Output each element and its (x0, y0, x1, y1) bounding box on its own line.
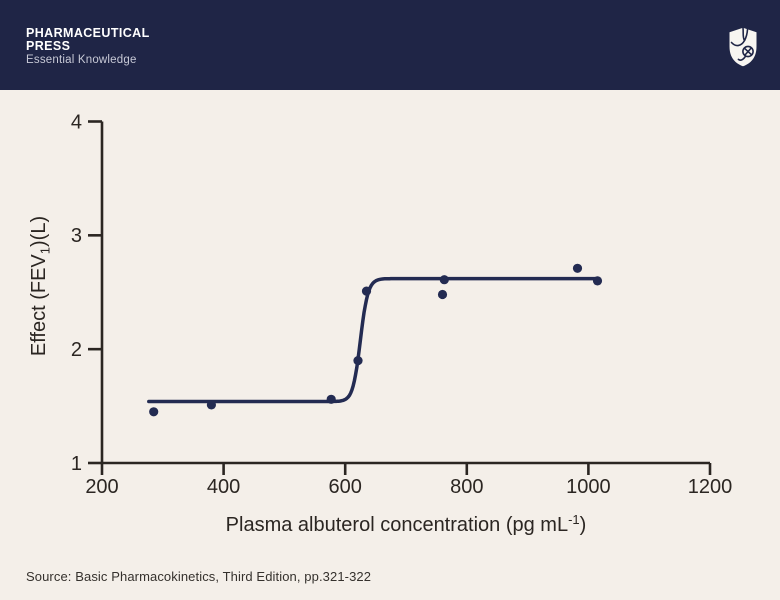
brand-name-line1: PHARMACEUTICAL (26, 26, 150, 40)
y-axis-label: Effect (FEV1)(L) (28, 216, 53, 356)
emax-fit-curve (147, 276, 600, 404)
x-tick-label: 200 (85, 476, 118, 498)
brand-tagline: Essential Knowledge (26, 54, 137, 66)
data-point (353, 356, 363, 366)
y-tick-label: 1 (71, 453, 82, 475)
header-bar: PHARMACEUTICAL PRESS Essential Knowledge (0, 0, 780, 90)
x-axis-label: Plasma albuterol concentration (pg mL-1) (226, 512, 587, 536)
brand-block: PHARMACEUTICAL PRESS Essential Knowledge (26, 27, 150, 67)
data-point (437, 289, 448, 300)
y-tick-label: 2 (71, 339, 82, 361)
shield-crest-icon (726, 27, 760, 72)
x-tick-label: 1000 (566, 476, 611, 498)
x-tick-label: 400 (207, 476, 240, 498)
data-point (326, 394, 336, 404)
x-tick-label: 1200 (688, 476, 733, 498)
data-point (592, 276, 603, 286)
data-point (206, 400, 216, 410)
brand-name-line2: PRESS (26, 39, 71, 53)
y-tick-label: 3 (71, 225, 82, 247)
data-point (439, 275, 449, 285)
data-point (361, 286, 372, 296)
x-tick-label: 800 (450, 476, 483, 498)
axis-frame (100, 121, 710, 465)
data-point (149, 407, 159, 417)
x-tick-label: 600 (329, 476, 362, 498)
source-citation: Source: Basic Pharmacokinetics, Third Ed… (26, 569, 372, 584)
data-point (572, 263, 583, 273)
y-tick-label: 4 (71, 111, 82, 133)
